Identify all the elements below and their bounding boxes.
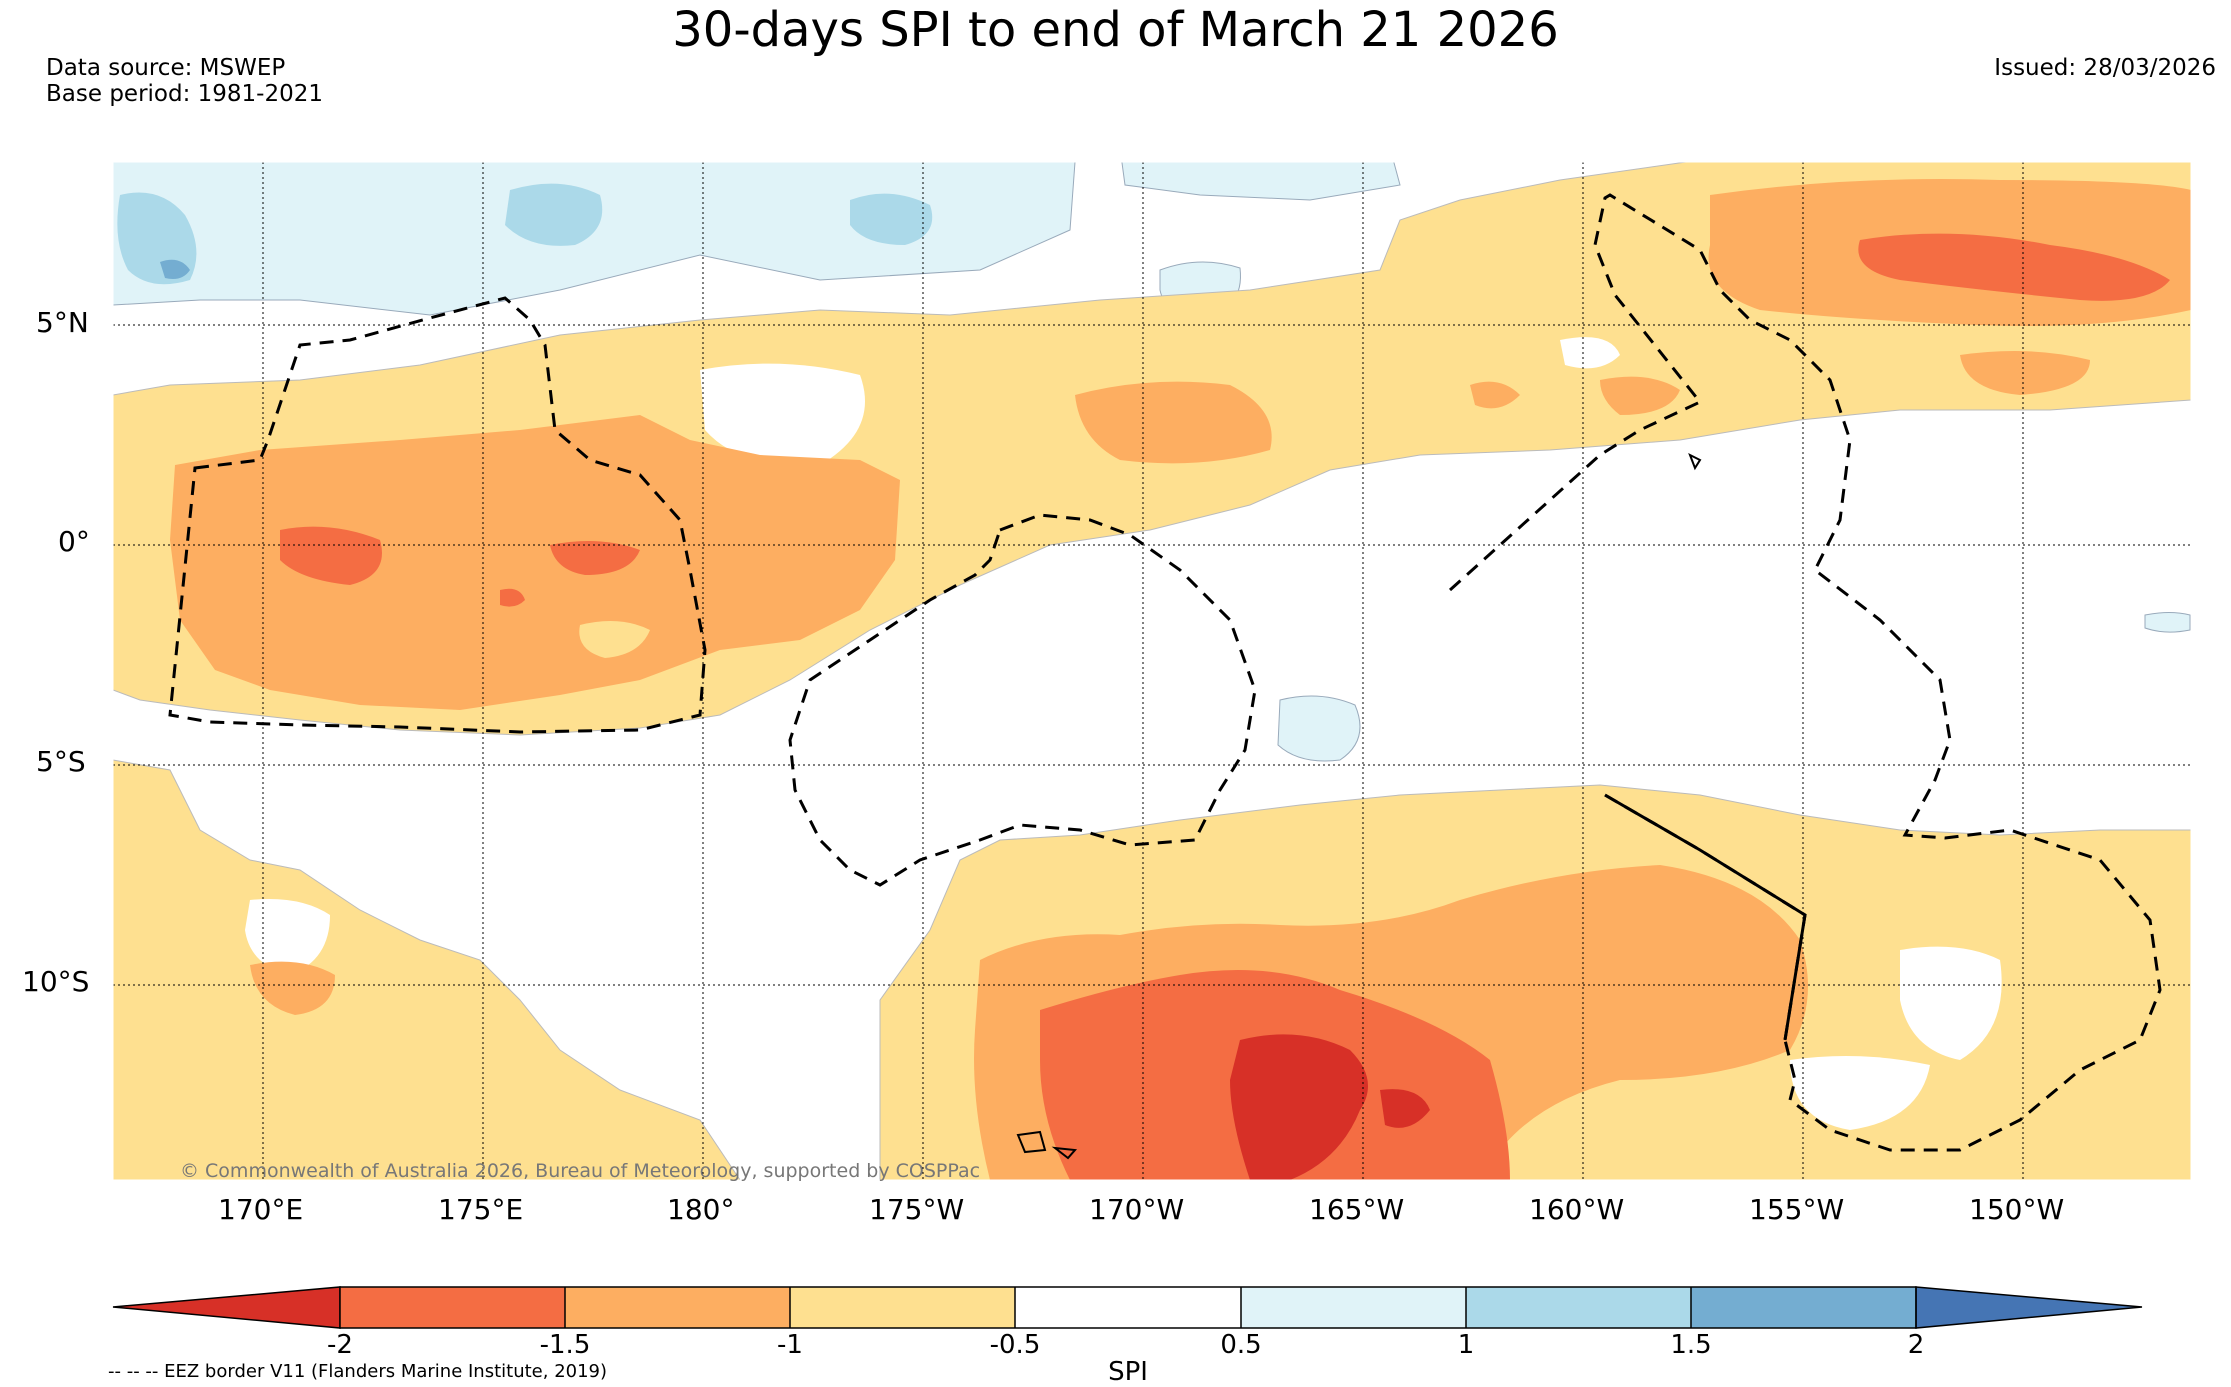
- colorbar-bin--1--0.5: [790, 1287, 1015, 1328]
- spi-field: [113, 162, 2191, 1180]
- colorbar-bin--1.5--1: [565, 1287, 790, 1328]
- lon-tick: 150°W: [1969, 1193, 2065, 1226]
- base-period: Base period: 1981-2021: [46, 81, 324, 107]
- wet-area-ne: [1121, 162, 2191, 762]
- lon-tick: 170°E: [218, 1193, 304, 1226]
- colorbar-bin--2--1.5: [340, 1287, 565, 1328]
- severe-dry-ne: [1858, 233, 2170, 301]
- data-source: Data source: MSWEP: [46, 55, 286, 81]
- wet-area-nw: [113, 162, 1076, 316]
- issued-date: Issued: 28/03/2026: [1994, 55, 2216, 81]
- map-frame: [112, 161, 2192, 1181]
- colorbar-extend-low: [112, 1286, 341, 1329]
- colorbar-tick: -0.5: [989, 1330, 1041, 1360]
- lon-tick: 160°W: [1529, 1193, 1625, 1226]
- graticule: [113, 162, 2191, 1180]
- islands: [1016, 452, 1702, 1160]
- colorbar-extend-high: [1915, 1286, 2143, 1329]
- copyright-notice: © Commonwealth of Australia 2026, Bureau…: [180, 1160, 981, 1182]
- lon-tick: 180°: [667, 1193, 735, 1226]
- colorbar-tick: 2: [1907, 1330, 1925, 1360]
- severe-dry-west: [280, 526, 640, 607]
- eez-footnote: -- -- -- EEZ border V11 (Flanders Marine…: [108, 1361, 608, 1382]
- eez-solid-border: [1604, 793, 1807, 1041]
- colorbar-tick: -1.5: [539, 1330, 591, 1360]
- map-title: 30-days SPI to end of March 21 2026: [672, 2, 1559, 58]
- colorbar-title: SPI: [1108, 1357, 1148, 1387]
- lat-tick: 5°S: [36, 745, 86, 778]
- colorbar-tick: 1.5: [1670, 1330, 1712, 1360]
- colorbar-tick: -2: [327, 1330, 353, 1360]
- lat-tick: 0°: [58, 525, 90, 558]
- colorbar-tick: 0.5: [1220, 1330, 1262, 1360]
- lon-tick: 175°W: [869, 1193, 965, 1226]
- colorbar-bin-1-1.5: [1466, 1287, 1691, 1328]
- spi-colorbar: [112, 1286, 2143, 1329]
- lon-tick: 155°W: [1749, 1193, 1845, 1226]
- colorbar-bin-1.5-2: [1691, 1287, 1916, 1328]
- colorbar-bin--0.5-0.5: [1015, 1287, 1241, 1328]
- lat-tick: 5°N: [36, 306, 89, 339]
- lon-tick: 165°W: [1309, 1193, 1405, 1226]
- extreme-dry-south: [1230, 1034, 1430, 1180]
- colorbar-tick: 1: [1457, 1330, 1475, 1360]
- lon-tick: 175°E: [438, 1193, 524, 1226]
- lat-tick: 10°S: [22, 965, 90, 998]
- moderate-dry-west: [170, 381, 1520, 710]
- colorbar-bin-0.5-1: [1241, 1287, 1466, 1328]
- colorbar-tick: -1: [777, 1330, 803, 1360]
- lon-tick: 170°W: [1089, 1193, 1185, 1226]
